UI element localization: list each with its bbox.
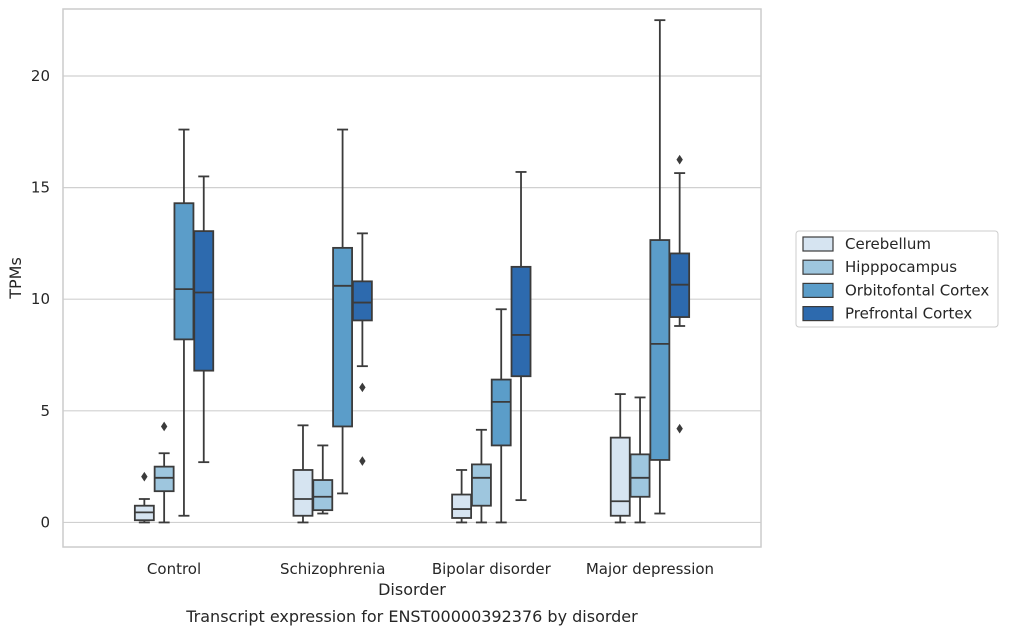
x-tick-label: Control bbox=[147, 560, 201, 578]
box-prefrontal-cortex bbox=[351, 232, 373, 466]
y-tick-label: 15 bbox=[31, 179, 50, 197]
y-axis-label: TPMs bbox=[6, 257, 25, 300]
x-tick-label: Schizophrenia bbox=[280, 560, 385, 578]
box-hipppocampus bbox=[153, 421, 175, 524]
box-hipppocampus bbox=[629, 396, 651, 524]
box-orbitofontal-cortex bbox=[490, 308, 512, 524]
box-iqr bbox=[332, 246, 353, 428]
y-ticks: 0 5 10 15 20 bbox=[31, 67, 50, 531]
boxes bbox=[133, 19, 691, 524]
legend-label: Hipppocampus bbox=[845, 258, 957, 276]
box-cerebellum bbox=[609, 393, 631, 524]
box-iqr bbox=[490, 378, 512, 447]
legend-swatch bbox=[802, 259, 834, 275]
outlier-point bbox=[676, 423, 683, 434]
x-ticks: Control Schizophrenia Bipolar disorder Majo… bbox=[147, 560, 714, 578]
box-iqr bbox=[312, 479, 334, 512]
outlier-point bbox=[676, 154, 683, 165]
legend-label: Prefrontal Cortex bbox=[845, 305, 972, 323]
y-tick-label: 0 bbox=[40, 513, 50, 531]
box-iqr bbox=[451, 493, 473, 519]
legend: Cerebellum Hipppocampus Orbitofontal Corte… bbox=[795, 230, 999, 328]
box-orbitofontal-cortex bbox=[649, 19, 671, 515]
box-iqr bbox=[292, 469, 314, 517]
y-tick-label: 5 bbox=[40, 402, 50, 420]
box-hipppocampus bbox=[312, 444, 334, 515]
legend-swatch bbox=[802, 282, 834, 298]
legend-label: Cerebellum bbox=[845, 235, 931, 253]
legend-label: Orbitofontal Cortex bbox=[845, 281, 989, 299]
box-iqr bbox=[173, 202, 195, 341]
x-tick-label: Major depression bbox=[586, 560, 714, 578]
box-orbitofontal-cortex bbox=[332, 128, 353, 495]
box-iqr bbox=[629, 453, 651, 498]
box-iqr bbox=[609, 436, 631, 517]
outlier-point bbox=[160, 421, 168, 432]
box-prefrontal-cortex bbox=[669, 154, 691, 434]
box-cerebellum bbox=[133, 471, 155, 524]
y-tick-label: 20 bbox=[31, 67, 50, 85]
box-iqr bbox=[153, 465, 175, 493]
chart-caption: Transcript expression for ENST0000039237… bbox=[185, 607, 638, 626]
outlier-point bbox=[359, 382, 366, 393]
outlier-point bbox=[359, 456, 366, 466]
x-axis-label: Disorder bbox=[378, 580, 446, 599]
box-iqr bbox=[649, 239, 671, 461]
box-hipppocampus bbox=[471, 428, 492, 524]
box-iqr bbox=[351, 280, 373, 322]
box-iqr bbox=[471, 463, 492, 507]
legend-swatch bbox=[802, 306, 834, 322]
box-cerebellum bbox=[451, 469, 473, 524]
box-prefrontal-cortex bbox=[193, 175, 215, 464]
legend-frame bbox=[795, 230, 999, 328]
legend-swatch bbox=[802, 236, 834, 252]
box-prefrontal-cortex bbox=[510, 171, 532, 502]
box-iqr bbox=[510, 265, 532, 378]
box-iqr bbox=[193, 230, 215, 372]
outlier-point bbox=[141, 471, 148, 482]
plot-frame bbox=[62, 8, 762, 548]
box-cerebellum bbox=[292, 424, 314, 524]
x-tick-label: Bipolar disorder bbox=[432, 560, 552, 578]
y-tick-label: 10 bbox=[31, 290, 50, 308]
